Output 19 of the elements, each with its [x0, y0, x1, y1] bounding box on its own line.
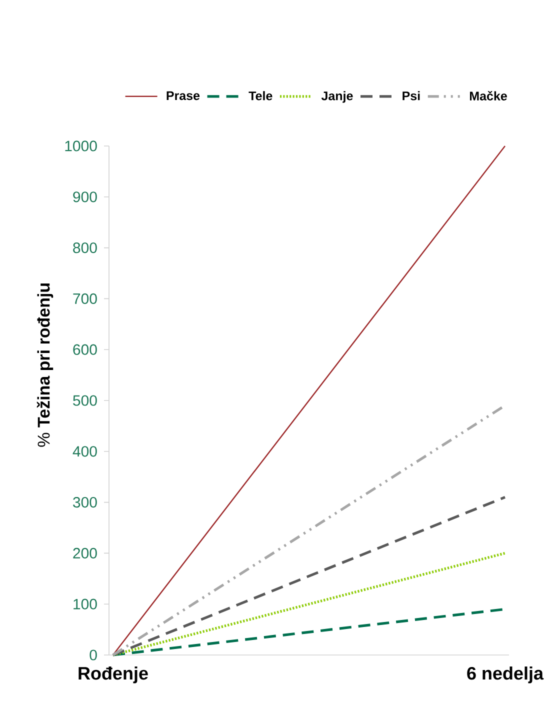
y-tick-label: 400	[72, 446, 97, 457]
y-tick-label: 900	[73, 192, 97, 202]
y-tick-label: 500	[73, 395, 97, 406]
legend-label: Psi	[402, 91, 420, 100]
legend-label: Janje	[321, 91, 353, 103]
y-tick-label: 200	[73, 548, 97, 558]
x-tick-label: Rođenje	[78, 666, 148, 684]
legend-label: Prase	[166, 91, 200, 100]
y-tick-label: 1000	[65, 140, 97, 152]
y-tick-label: 600	[73, 344, 97, 355]
y-tick-label: 800	[73, 242, 97, 254]
y-tick-label: 0	[90, 650, 97, 660]
legend-label: Tele	[248, 91, 272, 100]
x-tick-label: 6 nedelja	[467, 666, 544, 684]
y-axis-title: % Težina pri rođenju	[36, 283, 54, 447]
y-tick-label: 700	[73, 293, 97, 304]
y-tick-label: 100	[74, 598, 97, 610]
legend-label: Mačke	[470, 90, 507, 100]
y-tick-label: 300	[73, 496, 97, 508]
